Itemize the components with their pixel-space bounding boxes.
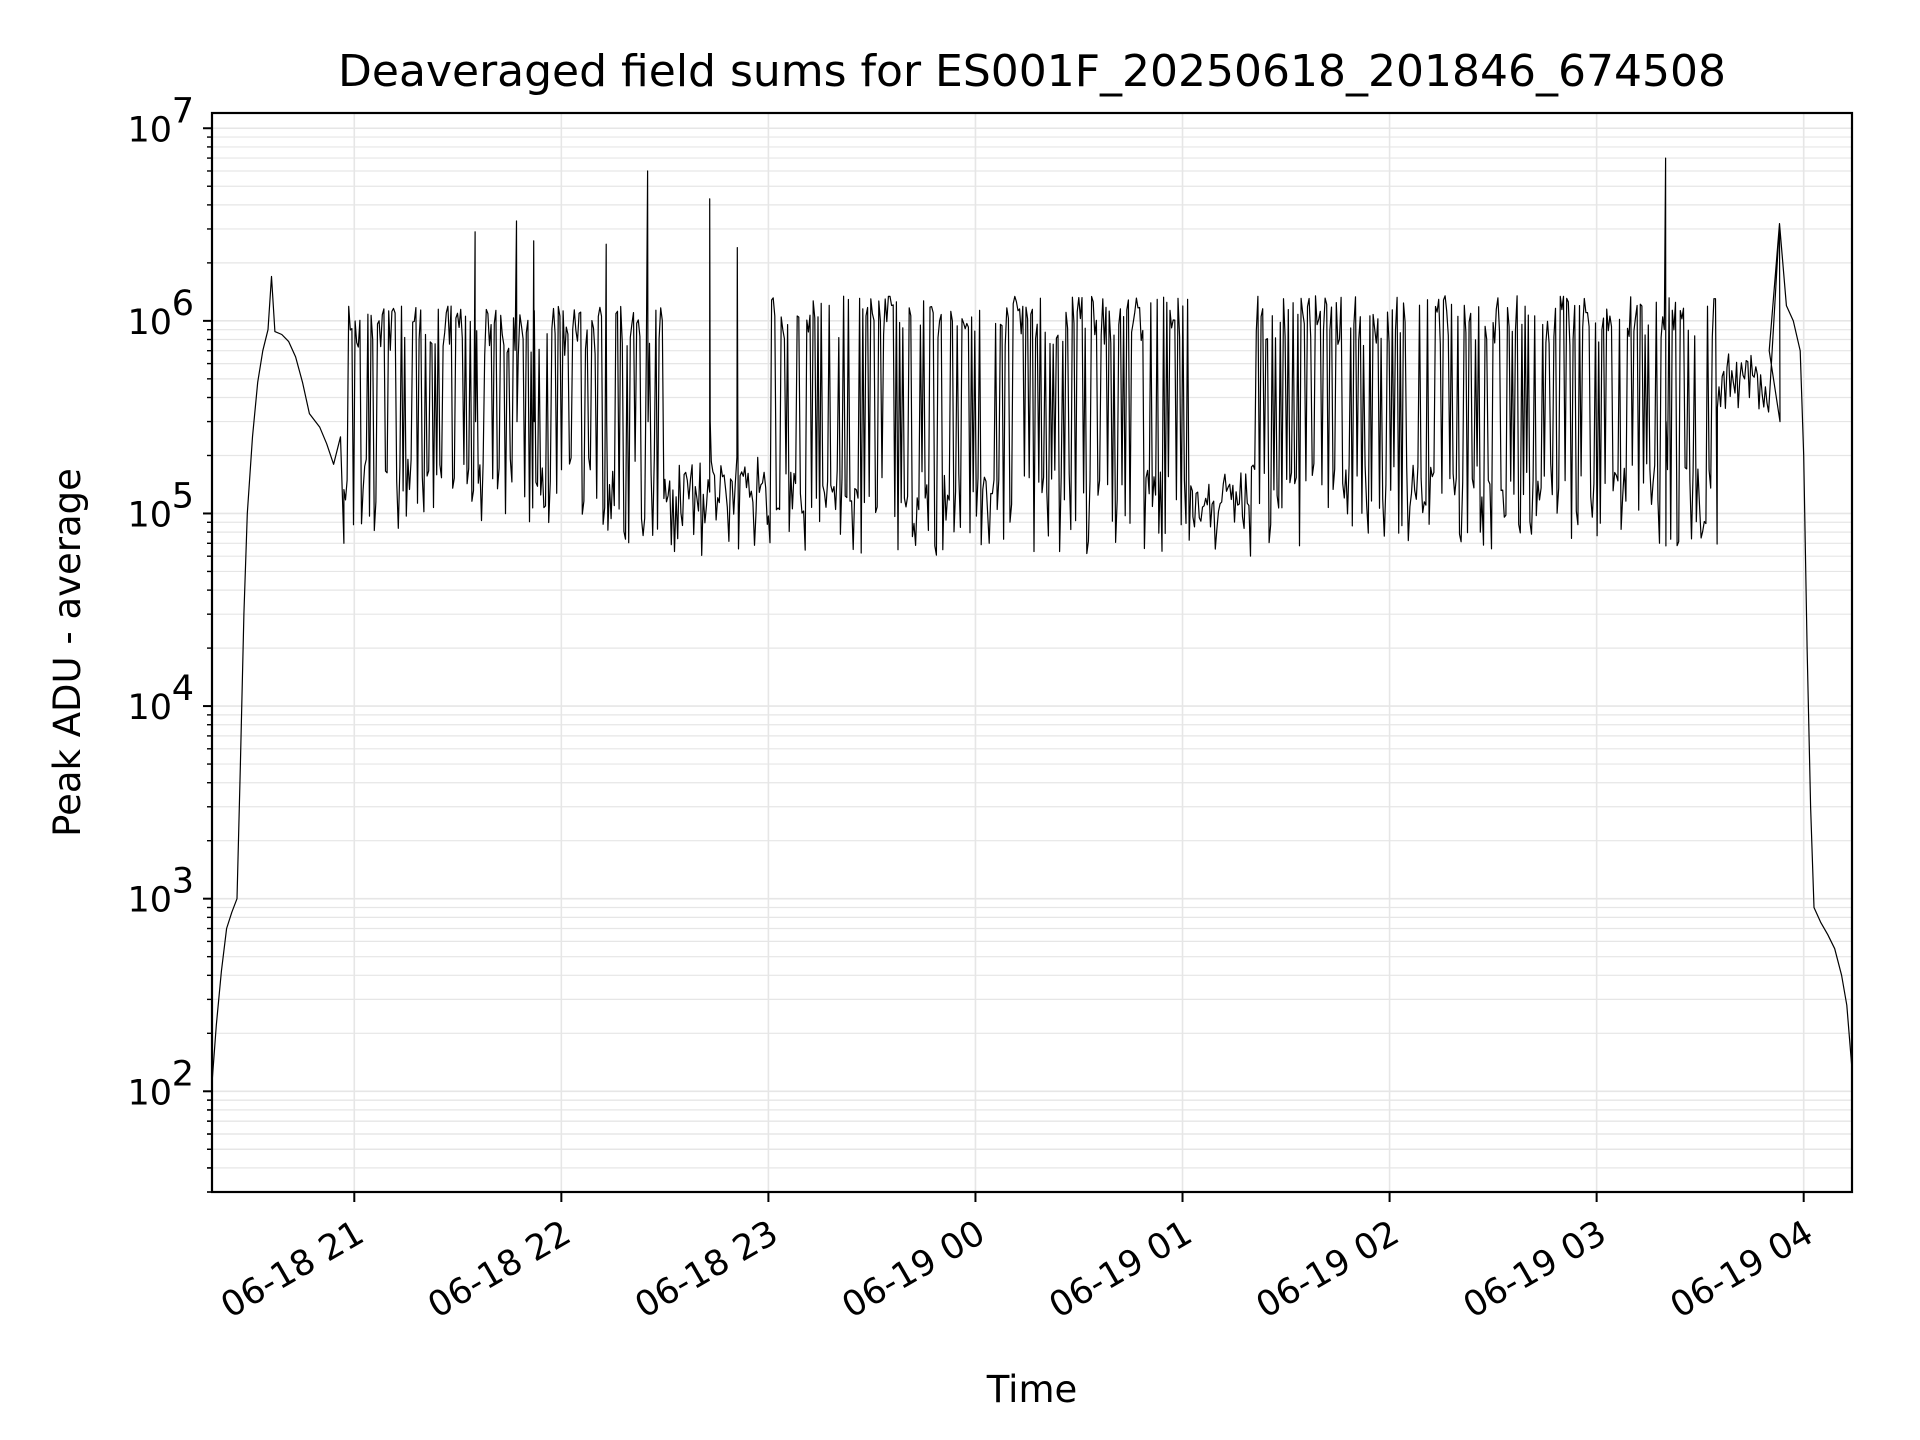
series-layer	[211, 157, 1853, 1084]
x-axis-label: Time	[986, 1368, 1078, 1411]
y-tick-label: 10	[127, 881, 172, 921]
y-tick-exponent: 6	[172, 284, 194, 324]
y-tick-label: 10	[127, 110, 172, 150]
y-tick-exponent: 5	[172, 476, 194, 516]
chart-title: Deaveraged field sums for ES001F_2025061…	[338, 46, 1726, 97]
y-tick-exponent: 4	[172, 669, 194, 709]
y-tick-label: 10	[127, 688, 172, 728]
y-tick-label: 10	[127, 495, 172, 535]
y-axis-label: Peak ADU - average	[46, 468, 89, 837]
plot-frame	[210, 111, 1854, 1194]
y-tick-label: 10	[127, 1073, 172, 1113]
y-tick-exponent: 3	[172, 862, 194, 902]
y-tick-label: 10	[127, 303, 172, 343]
y-tick-exponent: 7	[172, 91, 194, 131]
series-line	[211, 157, 1853, 1084]
y-tick-exponent: 2	[172, 1054, 194, 1094]
